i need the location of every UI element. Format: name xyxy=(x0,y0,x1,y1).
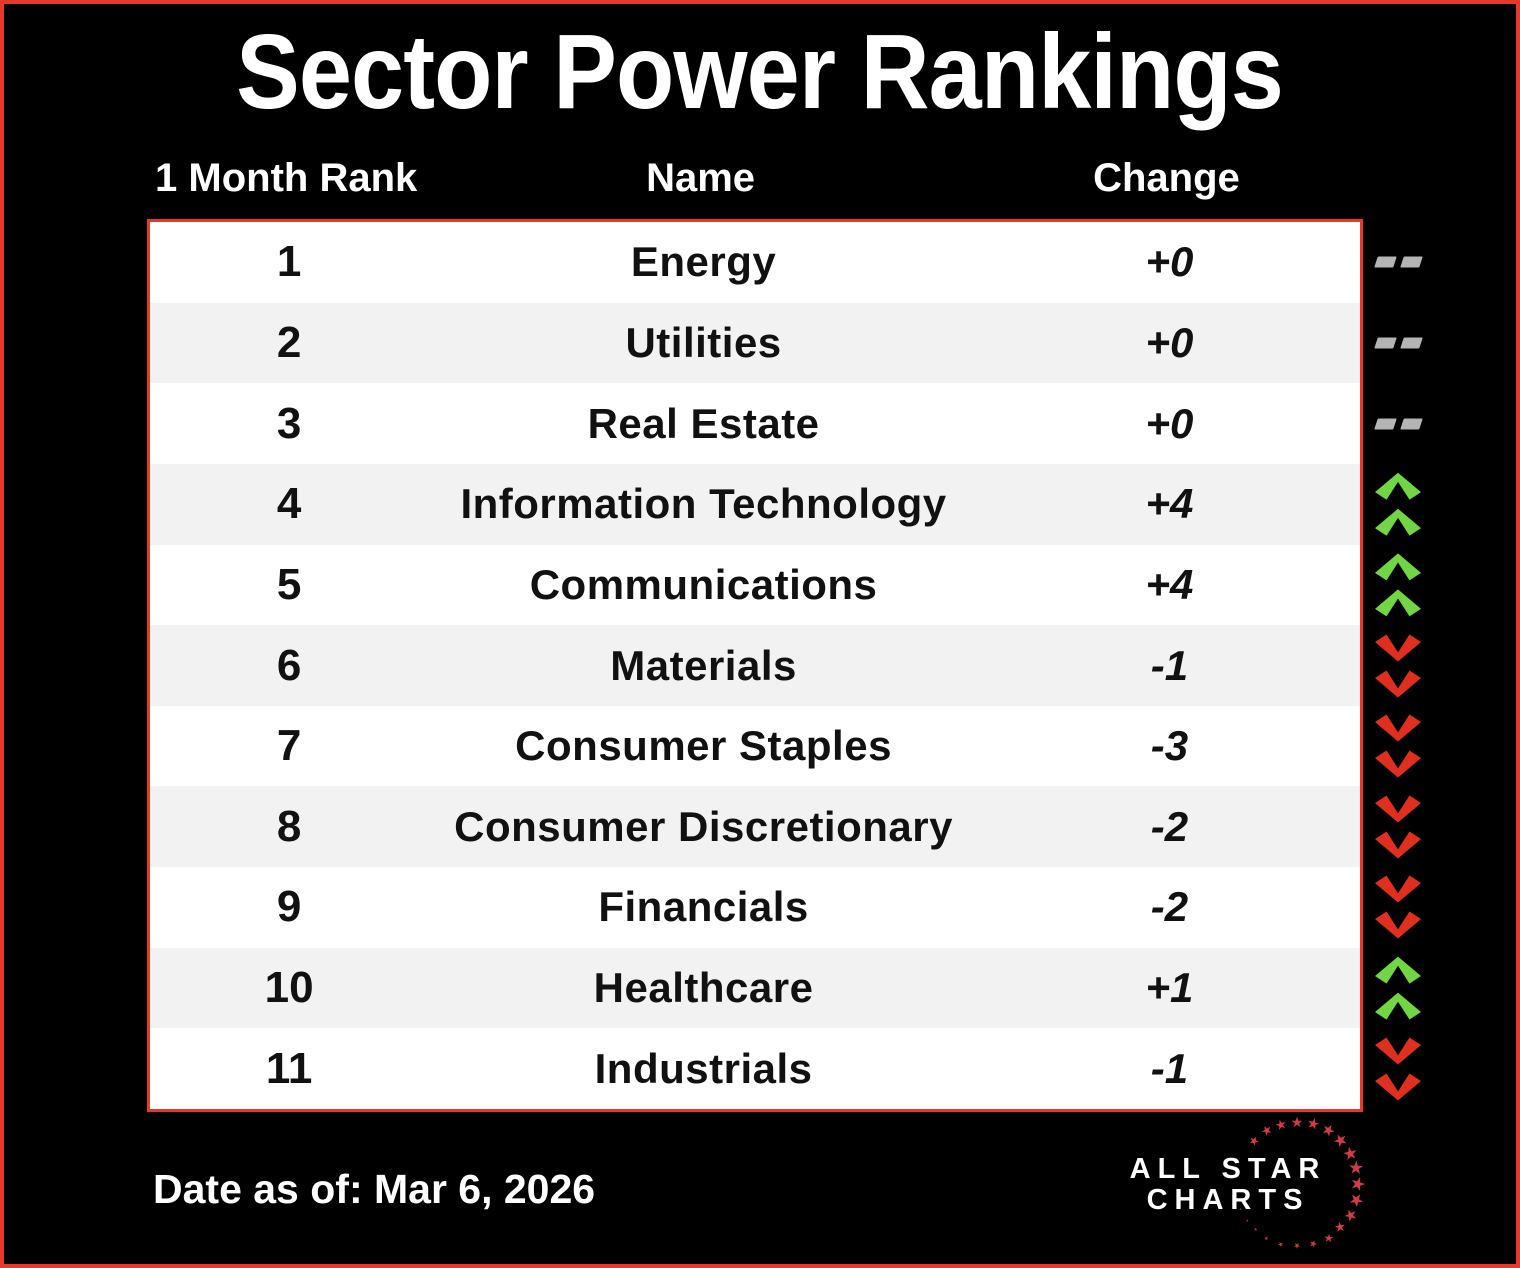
header: Sector Power Rankings xyxy=(0,16,1520,128)
rank-cell: 1 xyxy=(276,237,302,287)
table-row: 4 Information Technology +4 xyxy=(150,463,1421,545)
rank-cell: 2 xyxy=(276,317,302,367)
page-title: Sector Power Rankings xyxy=(236,13,1285,131)
column-headers: 1 Month Rank Name Change xyxy=(147,152,1357,204)
rank-cell: 5 xyxy=(276,559,302,609)
star-icon: ★ xyxy=(1290,1114,1304,1131)
rank-cell: 9 xyxy=(276,882,302,932)
sector-name-cell: Utilities xyxy=(625,318,782,366)
change-cell: -2 xyxy=(1150,883,1189,931)
column-header-change: Change xyxy=(1093,155,1240,200)
change-cell: +4 xyxy=(1145,480,1194,528)
logo-line-1: ALL STAR xyxy=(1129,1153,1327,1185)
as-of-date: Date as of: Mar 6, 2026 xyxy=(153,1166,596,1212)
table-row: 6 Materials -1 xyxy=(150,625,1360,706)
flat-dashes-icon xyxy=(1373,256,1423,268)
sector-name-cell: Real Estate xyxy=(587,399,820,447)
sector-name-cell: Financials xyxy=(598,883,809,931)
change-cell: -1 xyxy=(1150,1044,1189,1092)
change-cell: +1 xyxy=(1145,964,1194,1012)
change-direction-indicator xyxy=(1374,472,1422,536)
sector-name-cell: Energy xyxy=(630,238,777,286)
sector-rankings-table: 1 Energy +0 2 Utilities +0 3 Real Estate… xyxy=(147,219,1423,1112)
change-cell: -1 xyxy=(1150,641,1189,689)
flat-dashes-icon xyxy=(1373,337,1423,349)
table-row: 2 Utilities +0 xyxy=(150,302,1423,384)
change-direction-indicator xyxy=(1373,418,1423,430)
direction-chevrons-icon xyxy=(1375,876,1421,939)
rank-cell: 10 xyxy=(264,963,314,1013)
change-direction-indicator xyxy=(1374,634,1422,697)
change-cell: -3 xyxy=(1150,722,1189,770)
change-direction-indicator xyxy=(1373,337,1423,349)
rank-cell: 4 xyxy=(276,479,302,529)
direction-chevrons-icon xyxy=(1375,634,1421,697)
direction-chevrons-icon xyxy=(1375,1037,1421,1100)
sector-name-cell: Consumer Discretionary xyxy=(454,802,953,850)
change-direction-indicator xyxy=(1374,1037,1422,1100)
change-cell: +4 xyxy=(1145,560,1194,608)
change-cell: +0 xyxy=(1145,399,1194,447)
change-direction-indicator xyxy=(1374,553,1422,617)
logo-line-2: CHARTS xyxy=(1146,1184,1310,1216)
rank-cell: 11 xyxy=(265,1043,313,1093)
sector-name-cell: Materials xyxy=(610,641,797,689)
direction-chevrons-icon xyxy=(1375,956,1421,1020)
rank-cell: 8 xyxy=(276,801,302,851)
logo-text: ALL STAR CHARTS xyxy=(1112,1117,1337,1253)
table-row: 3 Real Estate +0 xyxy=(150,383,1423,464)
change-cell: -2 xyxy=(1150,802,1189,850)
table-row: 5 Communications +4 xyxy=(150,544,1421,626)
table-row: 10 Healthcare +1 xyxy=(150,947,1421,1029)
allstarcharts-logo: ★ ★ ★ ★ ★ ★ ★ ★ ★ ★ ★ ★ ★ ★ ★ ★ ★ ★ ★ ★ ★ ★ ALL STAR CHARTS xyxy=(1112,1114,1372,1257)
table-row: 7 Consumer Staples -3 xyxy=(150,705,1360,787)
direction-chevrons-icon xyxy=(1375,795,1421,858)
sector-name-cell: Healthcare xyxy=(593,964,814,1012)
sector-name-cell: Information Technology xyxy=(460,480,947,528)
rank-cell: 7 xyxy=(276,721,302,771)
change-direction-indicator xyxy=(1374,876,1422,939)
column-header-rank: 1 Month Rank xyxy=(155,155,418,200)
sector-name-cell: Consumer Staples xyxy=(515,722,892,770)
change-cell: +0 xyxy=(1145,238,1194,286)
change-direction-indicator xyxy=(1374,795,1422,858)
rank-cell: 3 xyxy=(276,398,302,448)
direction-chevrons-icon xyxy=(1375,715,1421,778)
table-row: 1 Energy +0 xyxy=(150,222,1423,303)
sector-name-cell: Communications xyxy=(529,560,878,608)
star-ring-icon: ★ ★ ★ ★ ★ ★ ★ ★ ★ ★ ★ ★ ★ ★ ★ ★ ★ ★ ★ ★ ★ ★ xyxy=(1112,1114,1372,1257)
direction-chevrons-icon xyxy=(1375,553,1421,617)
change-direction-indicator xyxy=(1373,256,1423,268)
rank-cell: 6 xyxy=(276,640,302,690)
change-direction-indicator xyxy=(1374,956,1422,1020)
column-header-name: Name xyxy=(646,155,756,200)
change-direction-indicator xyxy=(1374,715,1422,778)
table-row: 8 Consumer Discretionary -2 xyxy=(150,786,1360,868)
table-row: 11 Industrials -1 xyxy=(150,1028,1360,1110)
flat-dashes-icon xyxy=(1373,418,1423,430)
table-row: 9 Financials -2 xyxy=(150,867,1360,948)
sector-name-cell: Industrials xyxy=(594,1044,813,1092)
direction-chevrons-icon xyxy=(1375,472,1421,536)
change-cell: +0 xyxy=(1145,318,1194,366)
